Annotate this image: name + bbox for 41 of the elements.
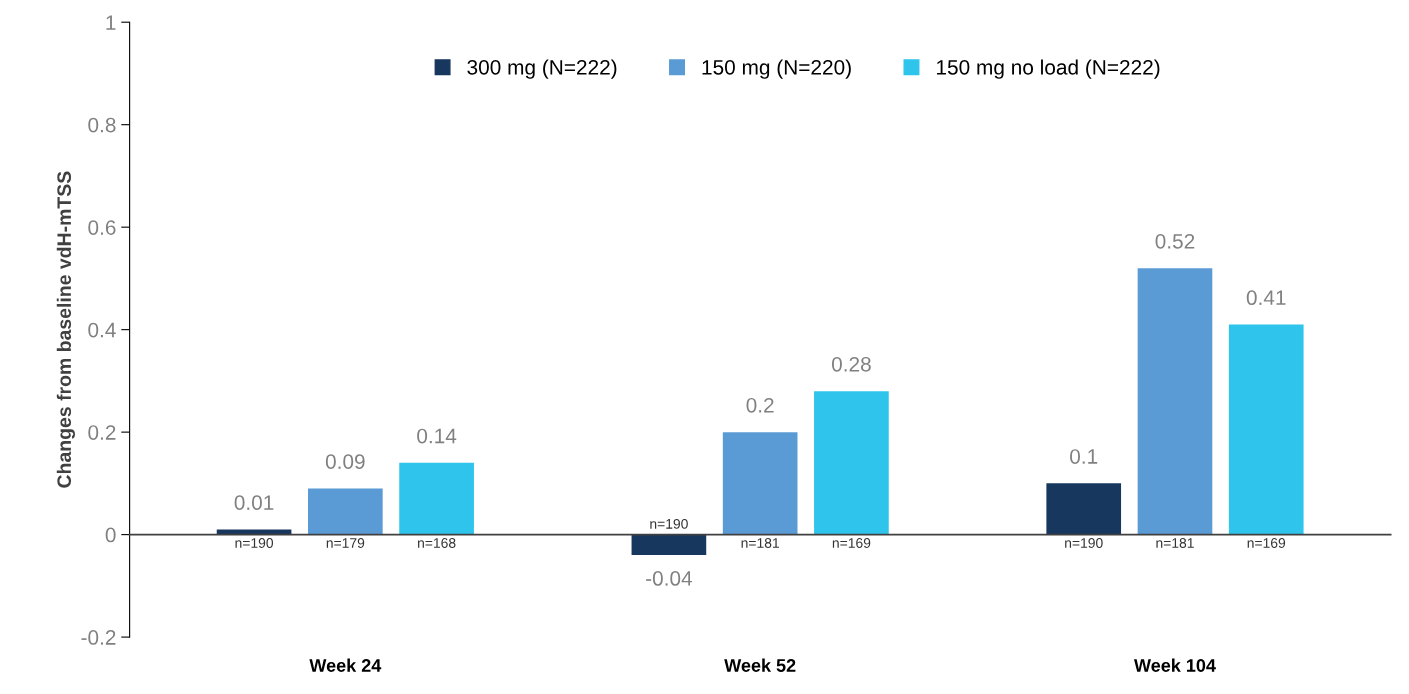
data-label: 0.01 <box>234 495 274 510</box>
x-tick-label: Week 104 <box>1134 658 1216 672</box>
annotation: n=190 <box>1065 538 1103 548</box>
bar <box>631 534 707 556</box>
data-label: 0.41 <box>1246 290 1286 306</box>
data-label: 0.52 <box>1155 233 1195 249</box>
bar <box>216 529 292 535</box>
bar <box>1137 268 1213 535</box>
annotation: n=168 <box>418 538 456 548</box>
data-label: 0.28 <box>831 356 871 372</box>
y-tick-label: -0.2 <box>81 630 116 645</box>
annotation: n=179 <box>326 538 365 548</box>
data-label: 0.09 <box>325 454 365 470</box>
legend-label: 150 mg no load (N=222) <box>937 59 1160 79</box>
data-label: 0.14 <box>417 428 457 444</box>
y-tick-label: 1 <box>106 15 116 30</box>
y-tick-label: 0 <box>105 527 116 543</box>
y-axis-title: Changes from baseline vdH-mTSS <box>56 171 75 488</box>
annotation: n=169 <box>832 538 871 548</box>
bar <box>1228 324 1304 535</box>
y-tick-label: 0.2 <box>88 425 116 440</box>
y-tick-label: 0.6 <box>88 220 116 235</box>
data-label: -0.04 <box>646 571 693 586</box>
annotation: n=181 <box>741 538 779 548</box>
data-label: 0.2 <box>746 397 774 413</box>
bar <box>308 488 383 535</box>
legend-label: 150 mg (N=220) <box>702 59 851 79</box>
bar <box>1046 483 1122 535</box>
annotation: n=181 <box>1156 538 1194 548</box>
x-tick-label: Week 24 <box>309 658 382 672</box>
legend-label: 300 mg (N=222) <box>467 59 617 79</box>
annotation: n=190 <box>235 538 274 548</box>
annotation: n=190 <box>650 518 688 529</box>
bar <box>722 432 798 535</box>
x-tick-label: Week 52 <box>724 658 796 672</box>
bar <box>399 462 474 535</box>
annotation: n=169 <box>1247 538 1286 548</box>
y-tick-label: 0.4 <box>88 322 116 338</box>
y-tick-label: 0.8 <box>88 117 116 133</box>
data-label: 0.1 <box>1070 449 1098 464</box>
bar <box>814 391 889 535</box>
